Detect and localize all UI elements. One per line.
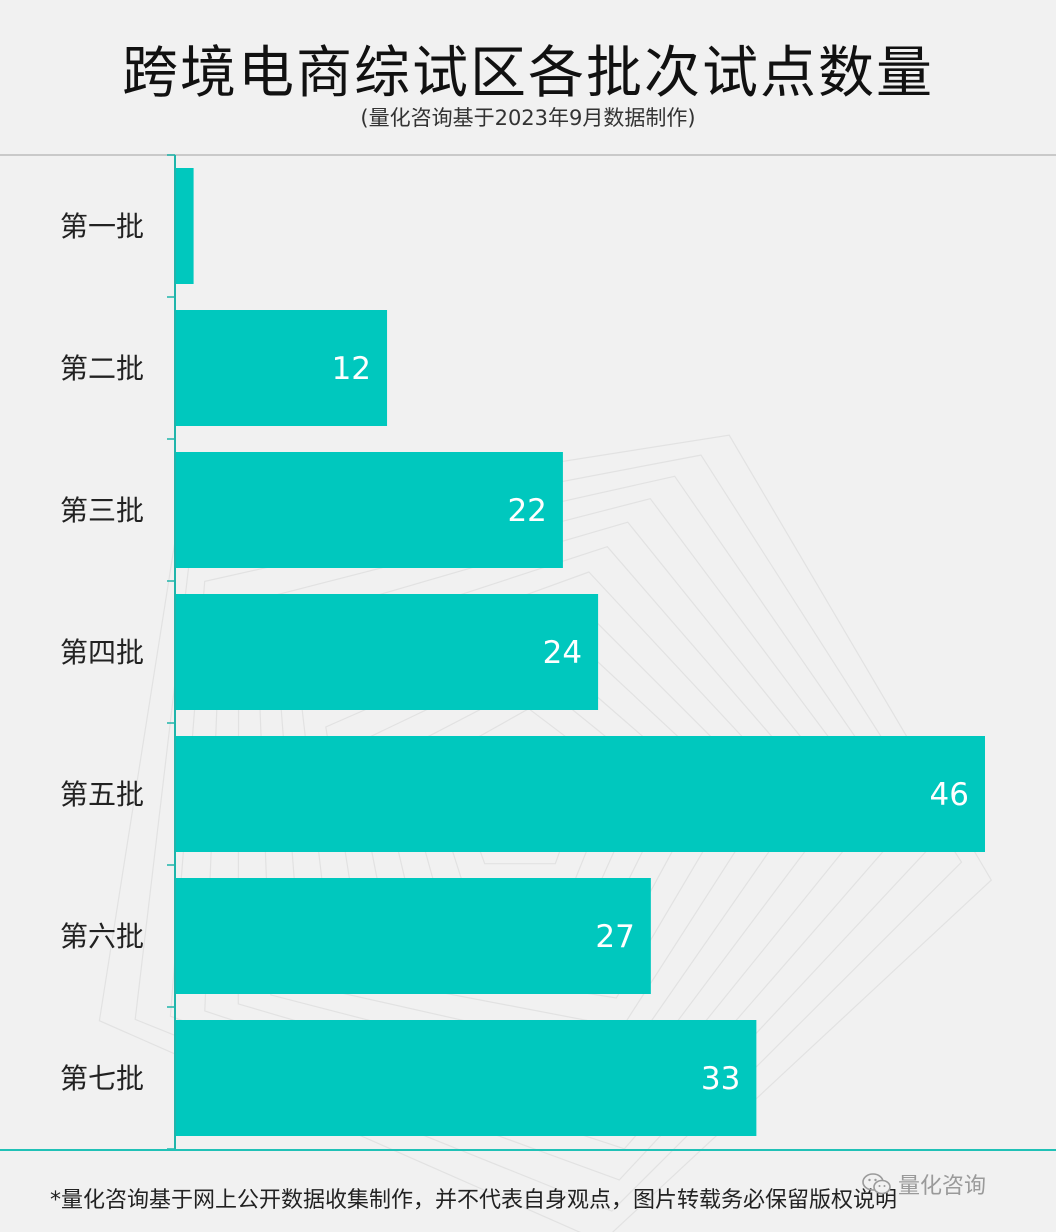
footer-disclaimer: *量化咨询基于网上公开数据收集制作，并不代表自身观点，图片转载务必保留版权说明 [50,1188,898,1213]
category-label: 第一批 [60,210,144,243]
bar-value-label: 27 [595,919,634,955]
category-label: 第七批 [60,1062,144,1095]
bar-value-label: 22 [507,493,546,529]
bar [176,452,563,568]
header-divider [0,154,1056,156]
bar [176,1020,757,1136]
category-label: 第五批 [60,778,144,811]
category-label: 第二批 [60,352,144,385]
bar [176,736,985,852]
bar [176,168,194,284]
chart-title: 跨境电商综试区各批次试点数量 [122,41,934,106]
category-label: 第四批 [60,636,144,669]
chart-subtitle: (量化咨询基于2023年9月数据制作) [360,106,696,130]
category-label: 第六批 [60,920,144,953]
wechat-icon [862,1173,891,1195]
bar-value-label: 12 [332,351,371,387]
brand-name: 量化咨询 [898,1174,987,1199]
bar [176,310,388,426]
category-label: 第三批 [60,494,144,527]
bar-value-label: 33 [701,1061,740,1097]
brand-watermark: 量化咨询 [862,1168,986,1200]
bar [176,594,599,710]
bar-value-label: 24 [543,635,582,671]
bar-value-label: 46 [930,777,969,813]
footer-divider [0,1149,1056,1151]
bar [176,878,651,994]
